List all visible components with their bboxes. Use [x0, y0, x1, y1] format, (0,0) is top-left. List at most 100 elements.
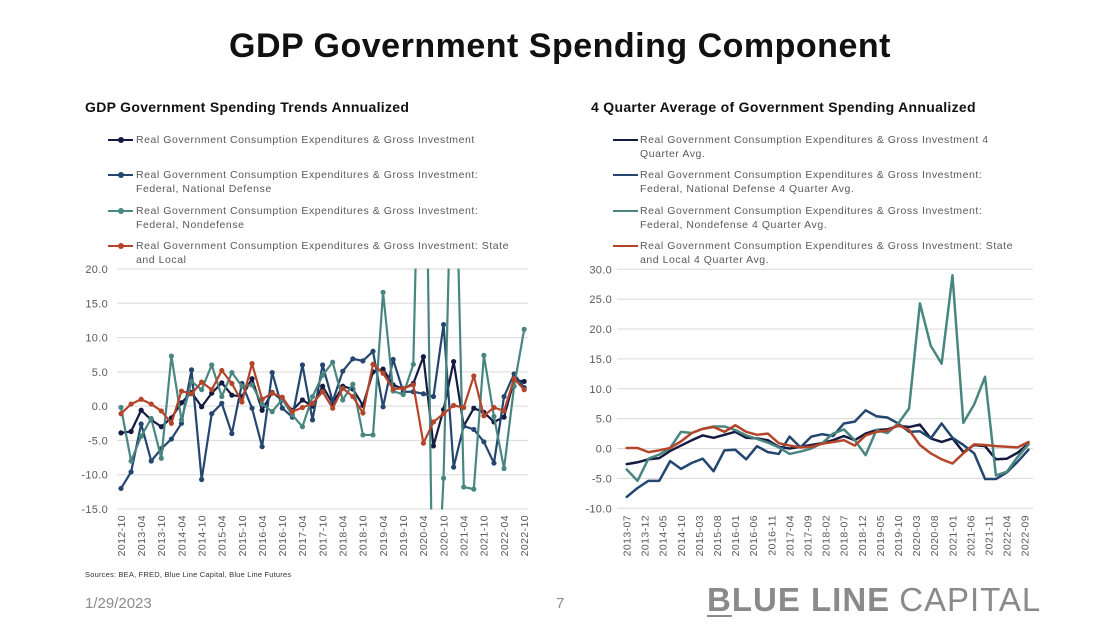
y-tick-label: 25.0: [589, 294, 612, 306]
legend-label: Real Government Consumption Expenditures…: [640, 239, 1014, 267]
sources-note: Sources: BEA, FRED, Blue Line Capital, B…: [85, 570, 292, 579]
y-tick-label: 10.0: [85, 333, 108, 345]
legend-label: Real Government Consumption Expenditures…: [640, 168, 983, 196]
data-point-state-local: [239, 399, 245, 405]
data-point-nondefense: [249, 382, 255, 388]
y-tick-label: -10.0: [585, 503, 612, 515]
data-point-national-defense: [440, 321, 447, 328]
data-point-state-local: [249, 361, 255, 367]
x-tick-label: 2020-10: [438, 515, 450, 556]
legend-line-marker-icon: [108, 172, 133, 178]
data-point-state-local: [350, 393, 356, 400]
data-point-state-local: [420, 440, 426, 446]
data-point-state-local: [511, 376, 517, 382]
y-tick-label: 15.0: [589, 354, 612, 366]
data-point-state-local: [128, 401, 134, 407]
data-point-nondefense: [491, 413, 497, 420]
slide-date: 1/29/2023: [85, 595, 152, 612]
x-tick-label: 2017-10: [317, 515, 329, 556]
data-point-nondefense: [158, 455, 164, 461]
x-tick-label: 2019-10: [893, 515, 905, 556]
data-point-national-defense: [420, 391, 426, 397]
data-point-national-defense: [229, 430, 235, 437]
legend-label: Real Government Consumption Expenditures…: [136, 168, 479, 196]
series-line-total-4q-avg: [625, 423, 1030, 466]
data-point-nondefense: [440, 475, 447, 481]
data-point-nondefense: [168, 353, 174, 359]
data-point-national-defense: [471, 426, 477, 433]
data-point-national-defense: [380, 404, 386, 410]
x-tick-label: 2018-12: [857, 515, 869, 556]
y-tick-label: 20.0: [85, 264, 108, 276]
x-tick-label: 2020-08: [929, 515, 941, 556]
x-tick-label: 2013-04: [136, 515, 148, 556]
legend-label: Real Government Consumption Expenditures…: [640, 204, 983, 232]
x-tick-label: 2015-08: [712, 515, 724, 556]
y-tick-label: 0.0: [596, 444, 612, 456]
data-point-total: [128, 428, 134, 435]
x-tick-label: 2018-02: [821, 515, 833, 556]
data-point-state-local: [188, 391, 195, 397]
data-point-nondefense: [118, 404, 124, 411]
y-tick-label: 0.0: [92, 401, 108, 413]
data-point-state-local: [229, 380, 235, 387]
data-point-state-local: [309, 400, 316, 406]
series-line-national-defense-4q-avg: [625, 409, 1030, 499]
data-point-nondefense: [320, 372, 326, 378]
data-point-nondefense: [259, 401, 265, 407]
blue-line-capital-logo: BLUE LINE CAPITAL: [707, 580, 1041, 620]
data-point-nondefense: [481, 352, 487, 358]
data-point-national-defense: [118, 485, 124, 492]
data-point-state-local: [330, 405, 336, 411]
legend-line-marker-icon: [108, 208, 133, 214]
left-chart-series: [118, 268, 527, 510]
data-point-national-defense: [279, 405, 285, 411]
right-chart-gridlines: [617, 268, 1033, 509]
data-point-nondefense: [209, 362, 215, 368]
x-tick-label: 2021-04: [459, 515, 471, 556]
data-point-state-local: [400, 385, 406, 391]
x-tick-label: 2021-01: [947, 515, 959, 556]
data-point-state-local: [178, 388, 185, 394]
left-chart-gridlines: [117, 268, 528, 510]
data-point-state-local: [320, 389, 326, 395]
data-point-total: [430, 443, 437, 449]
data-point-national-defense: [209, 411, 215, 417]
left-chart-plot: 20.0 15.0 10.0 5.0 0.0 -5.0 -10.0 -15.0 2012-10…: [81, 264, 531, 556]
data-point-nondefense: [461, 484, 467, 490]
legend-label: Real Government Consumption Expenditures…: [136, 239, 510, 267]
x-tick-label: 2013-10: [156, 515, 168, 556]
data-point-national-defense: [188, 367, 195, 373]
data-point-national-defense: [370, 348, 376, 354]
right-chart-title: 4 Quarter Average of Government Spending…: [591, 99, 976, 115]
data-point-national-defense: [128, 469, 134, 475]
data-point-total: [420, 354, 426, 360]
data-point-nondefense: [269, 409, 275, 415]
x-tick-label: 2016-10: [277, 515, 289, 556]
x-tick-label: 2015-10: [237, 515, 249, 556]
data-point-nondefense: [521, 326, 527, 332]
data-point-nondefense: [178, 417, 185, 423]
data-point-national-defense: [491, 460, 497, 466]
data-point-national-defense: [350, 356, 356, 362]
data-point-total: [219, 380, 225, 386]
data-point-state-local: [461, 404, 467, 411]
data-point-state-local: [219, 367, 225, 374]
legend-label: Real Government Consumption Expenditures…: [136, 133, 475, 146]
left-chart-x-axis: 2012-10 2013-04 2013-10 2014-04 2014-10 2015-…: [116, 515, 531, 556]
legend-line-marker-icon: [108, 137, 133, 143]
y-tick-label: 10.0: [589, 384, 612, 396]
x-tick-label: 2019-04: [378, 515, 390, 556]
y-tick-label: -10.0: [81, 470, 108, 482]
data-point-state-local: [521, 387, 527, 393]
data-point-total: [501, 414, 507, 420]
data-point-nondefense: [330, 359, 336, 365]
data-point-total: [380, 366, 386, 372]
data-point-total: [118, 430, 124, 436]
x-tick-label: 2018-04: [338, 515, 350, 556]
data-point-nondefense: [309, 393, 316, 400]
x-tick-label: 2020-04: [418, 515, 430, 556]
data-point-nondefense: [350, 381, 356, 387]
x-tick-label: 2014-10: [676, 515, 688, 556]
